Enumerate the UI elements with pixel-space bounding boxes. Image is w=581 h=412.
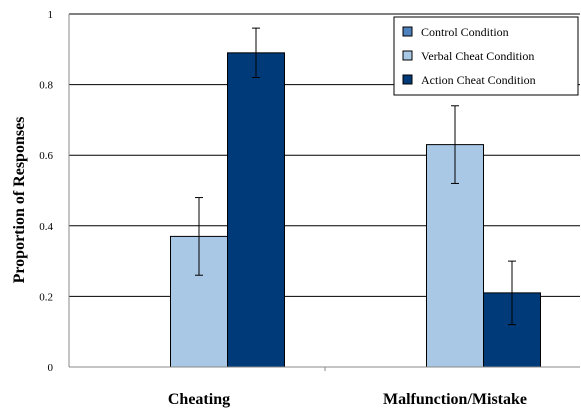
y-tick-label: 0.8: [39, 80, 53, 92]
legend: Control Condition Verbal Cheat Condition A…: [393, 16, 579, 96]
legend-label: Verbal Cheat Condition: [421, 49, 534, 63]
y-tick-label: 1: [48, 9, 54, 21]
category-label: Cheating: [168, 391, 230, 408]
bar: [227, 52, 285, 368]
legend-label: Control Condition: [421, 25, 509, 39]
y-tick-label: 0.6: [39, 150, 53, 162]
legend-label: Action Cheat Condition: [421, 73, 536, 87]
y-tick-label: 0.2: [39, 291, 53, 303]
y-axis-title: Proportion of Responses: [11, 117, 28, 284]
legend-swatch: [402, 50, 413, 61]
legend-box: [393, 16, 579, 96]
y-tick-label: 0: [48, 362, 54, 374]
legend-swatch: [402, 26, 413, 37]
axes: [68, 14, 580, 371]
error-bars: [195, 27, 516, 326]
y-tick-label: 0.4: [39, 221, 53, 233]
legend-swatch: [402, 74, 413, 85]
y-tick-labels: 0 0.2 0.4 0.6 0.8 1: [39, 9, 53, 374]
category-label: Malfunction/Mistake: [383, 391, 527, 408]
category-labels: Cheating Malfunction/Mistake: [168, 391, 527, 408]
bars: [170, 52, 541, 368]
